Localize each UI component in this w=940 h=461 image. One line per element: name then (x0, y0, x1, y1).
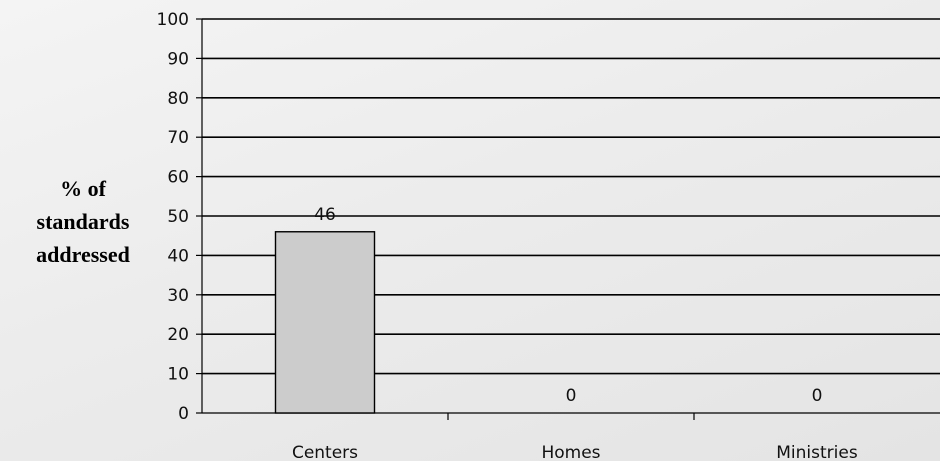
y-tick-label: 80 (167, 89, 189, 109)
y-tick-label: 100 (157, 10, 189, 30)
x-tick-label: Homes (541, 443, 600, 461)
y-tick-label: 40 (167, 246, 189, 266)
y-tick-label: 20 (167, 325, 189, 345)
data-label: 0 (812, 386, 823, 406)
y-tick-label: 30 (167, 286, 189, 306)
data-label: 0 (566, 386, 577, 406)
y-tick-label: 10 (167, 365, 189, 385)
y-tick-label: 70 (167, 128, 189, 148)
x-tick-label: Ministries (776, 443, 858, 461)
x-tick-label: Centers (292, 443, 358, 461)
y-tick-label: 90 (167, 49, 189, 69)
bar (276, 232, 375, 413)
y-tick-label: 60 (167, 168, 189, 188)
y-tick-label: 50 (167, 207, 189, 227)
y-tick-label: 0 (178, 404, 189, 424)
data-label: 46 (314, 205, 336, 225)
